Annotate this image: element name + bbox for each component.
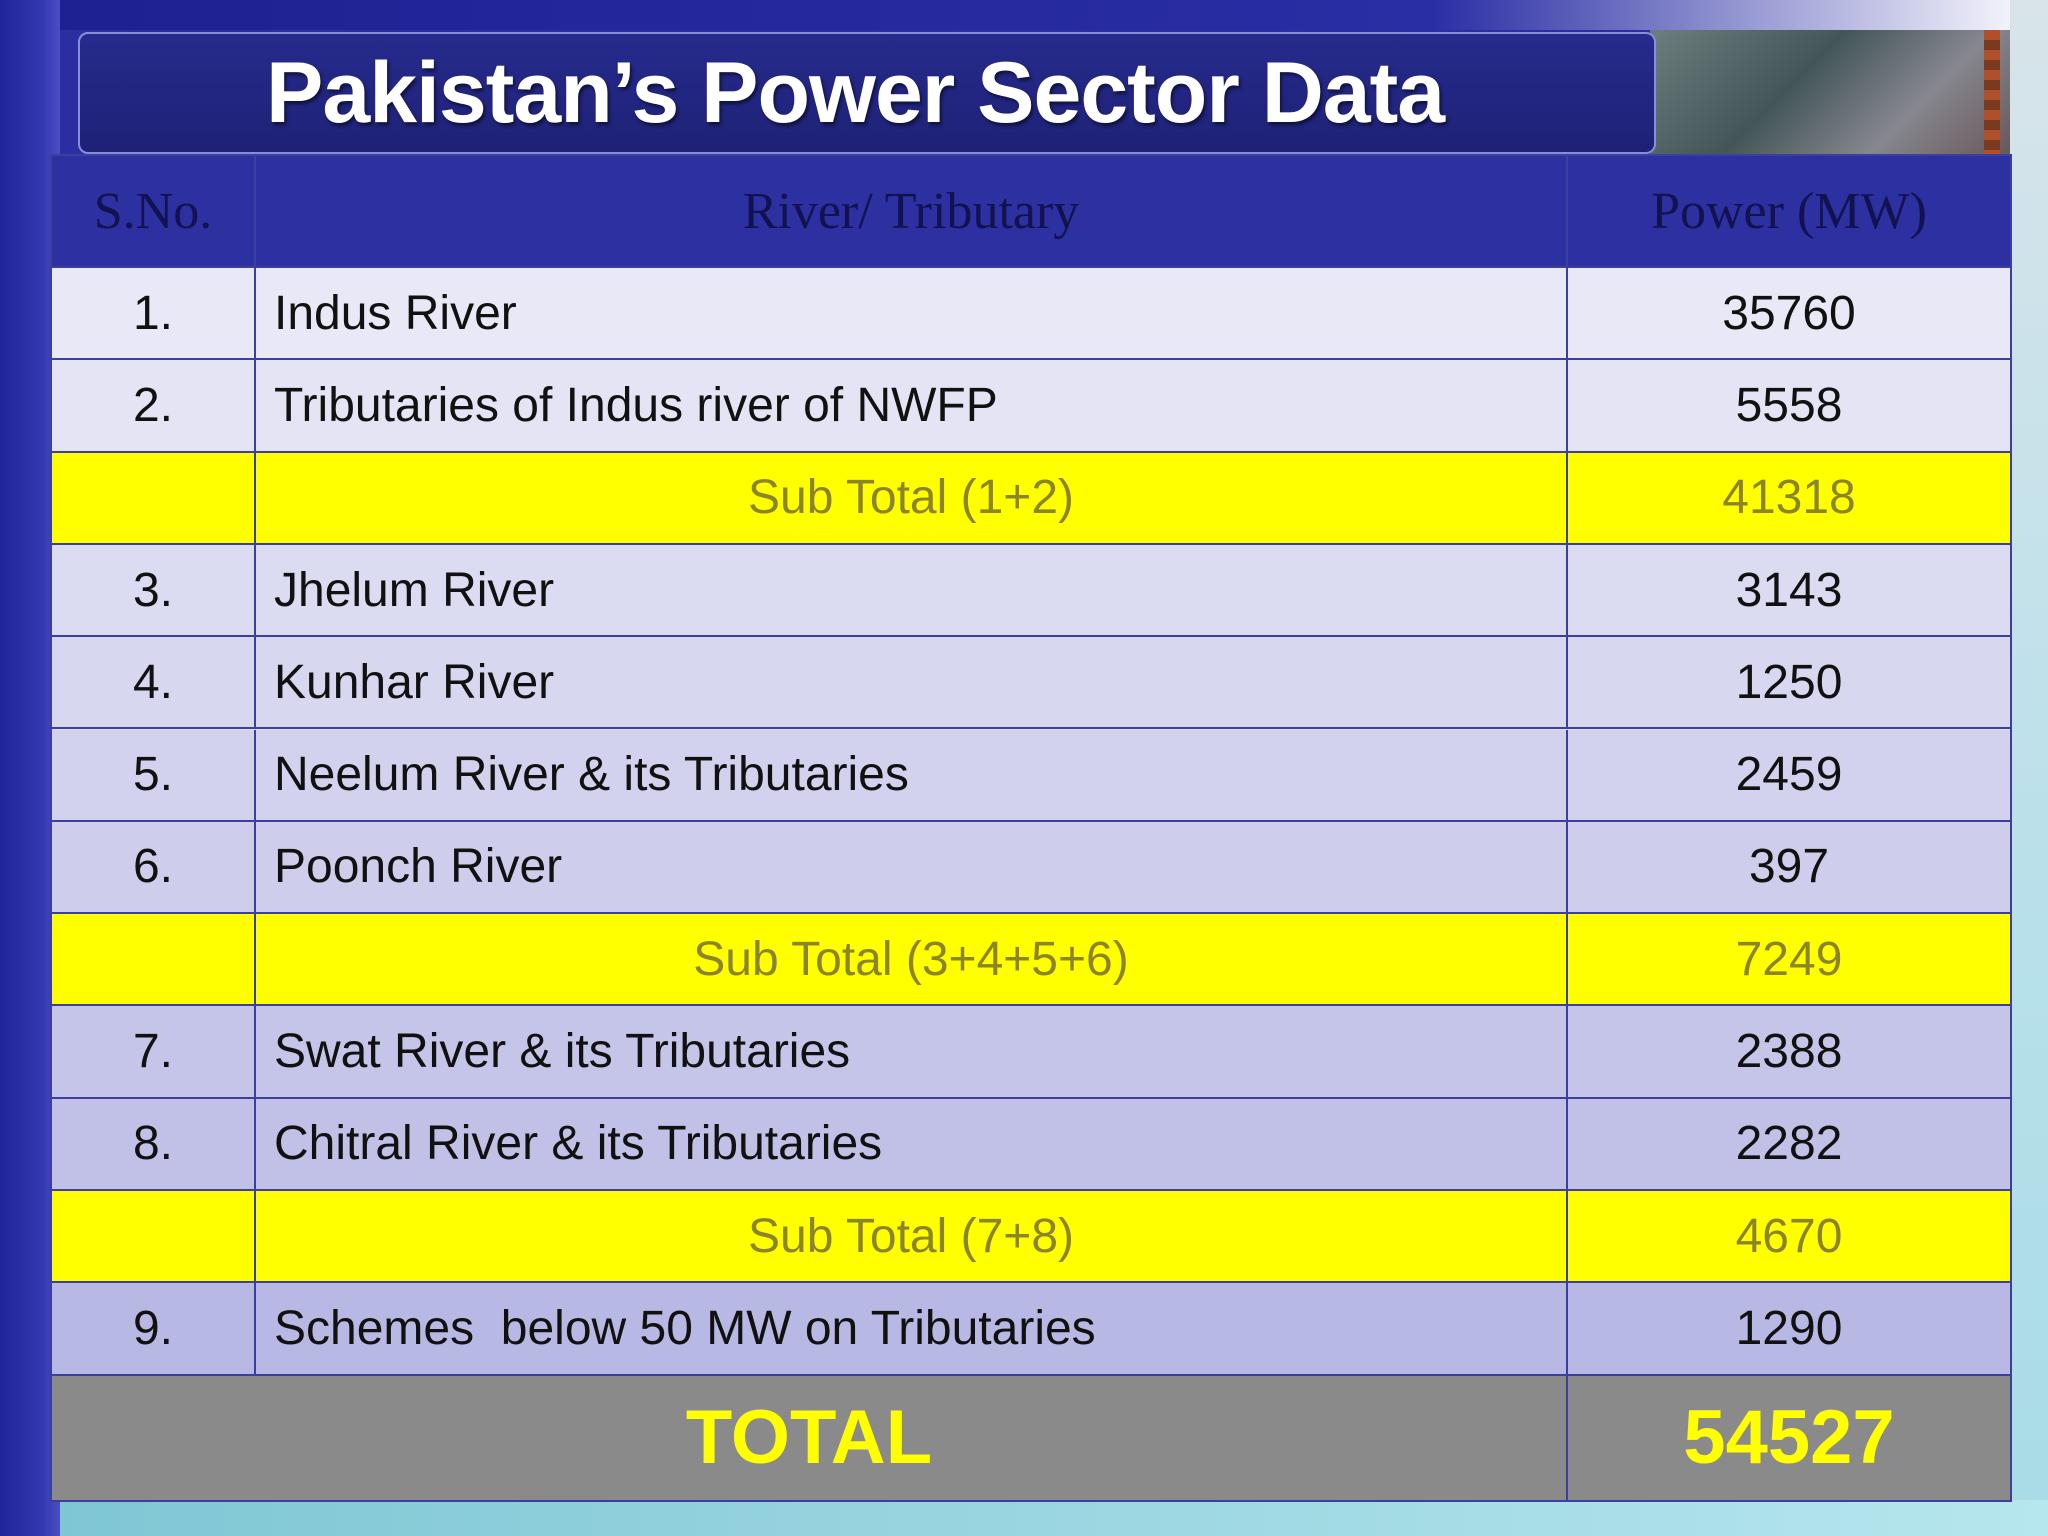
subtotal-row: Sub Total (3+4+5+6) 7249 xyxy=(52,914,2010,1007)
cell-subtotal-power: 4670 xyxy=(1735,1209,1843,1263)
cell-power: 2459 xyxy=(1735,748,1843,802)
cell-subtotal-power: 7249 xyxy=(1735,932,1843,986)
cell-river-name: Indus River xyxy=(256,268,1568,359)
header-sno: S.No. xyxy=(52,156,256,266)
cell-river-name: Poonch River xyxy=(256,821,1568,913)
cell-subtotal-power: 41318 xyxy=(1722,471,1856,525)
table-row: 6. Poonch River 397 xyxy=(52,821,2010,915)
bottom-frame-bar xyxy=(60,1500,2048,1536)
cell-power: 1290 xyxy=(1735,1301,1843,1355)
cell-power: 2388 xyxy=(1735,1025,1843,1079)
cell-sno xyxy=(52,452,256,543)
subtotal-row: Sub Total (1+2) 41318 xyxy=(52,452,2010,545)
total-value: 54527 xyxy=(1683,1395,1895,1481)
table-row: 5. Neelum River & its Tributaries 2459 xyxy=(52,729,2010,822)
table-row: 7. Swat River & its Tributaries 2388 xyxy=(52,1006,2010,1099)
cell-river-name: Schemes below 50 MW on Tributaries xyxy=(256,1283,1568,1374)
cell-power: 3143 xyxy=(1735,563,1843,617)
header-power: Power (MW) xyxy=(1651,182,1927,240)
header-river: River/ Tributary xyxy=(256,156,1568,266)
cell-sno: 7. xyxy=(52,1006,256,1097)
cell-power: 397 xyxy=(1748,840,1830,894)
cell-river-name: Kunhar River xyxy=(256,637,1568,728)
table-row: 3. Jhelum River 3143 xyxy=(52,544,2010,638)
cell-sno: 1. xyxy=(52,268,256,359)
cell-sno xyxy=(52,914,256,1005)
cell-sno: 8. xyxy=(52,1098,256,1189)
cell-power: 1250 xyxy=(1735,655,1843,709)
cell-sno: 4. xyxy=(52,637,256,728)
cell-power: 2282 xyxy=(1735,1117,1843,1171)
table-row: 4. Kunhar River 1250 xyxy=(52,637,2010,730)
table-row: 8. Chitral River & its Tributaries 2282 xyxy=(52,1098,2010,1191)
table-header-row: S.No. River/ Tributary Power (MW) xyxy=(52,156,2010,268)
table-row: 2. Tributaries of Indus river of NWFP 5558 xyxy=(52,360,2010,453)
cell-sno: 3. xyxy=(52,544,256,636)
total-label: TOTAL xyxy=(52,1375,1568,1500)
right-frame-bar xyxy=(2010,0,2048,1536)
cell-sno: 5. xyxy=(52,729,256,820)
cell-river-name: Neelum River & its Tributaries xyxy=(256,729,1568,820)
cell-river-name: Tributaries of Indus river of NWFP xyxy=(256,360,1568,451)
total-row: TOTAL 54527 xyxy=(52,1375,2010,1500)
cell-subtotal-label: Sub Total (7+8) xyxy=(256,1191,1568,1282)
cell-sno: 9. xyxy=(52,1283,256,1374)
cell-sno xyxy=(52,1191,256,1282)
subtotal-row: Sub Total (7+8) 4670 xyxy=(52,1191,2010,1284)
cell-subtotal-label: Sub Total (1+2) xyxy=(256,452,1568,543)
cell-river-name: Chitral River & its Tributaries xyxy=(256,1098,1568,1189)
table-row: 1. Indus River 35760 xyxy=(52,268,2010,361)
cell-subtotal-label: Sub Total (3+4+5+6) xyxy=(256,914,1568,1005)
cell-sno: 6. xyxy=(52,821,256,913)
table-row: 9. Schemes below 50 MW on Tributaries 1290 xyxy=(52,1283,2010,1376)
title-box: Pakistan’s Power Sector Data xyxy=(78,32,1656,154)
power-data-table: S.No. River/ Tributary Power (MW) 1. Indu… xyxy=(50,154,2012,1502)
cell-river-name: Swat River & its Tributaries xyxy=(256,1006,1568,1097)
cell-sno: 2. xyxy=(52,360,256,451)
top-band xyxy=(0,0,2048,30)
page-title: Pakistan’s Power Sector Data xyxy=(266,45,1445,141)
cell-river-name: Jhelum River xyxy=(256,544,1568,636)
corner-photo xyxy=(1650,30,2010,160)
cell-power: 5558 xyxy=(1735,378,1843,432)
cell-power: 35760 xyxy=(1722,286,1856,340)
